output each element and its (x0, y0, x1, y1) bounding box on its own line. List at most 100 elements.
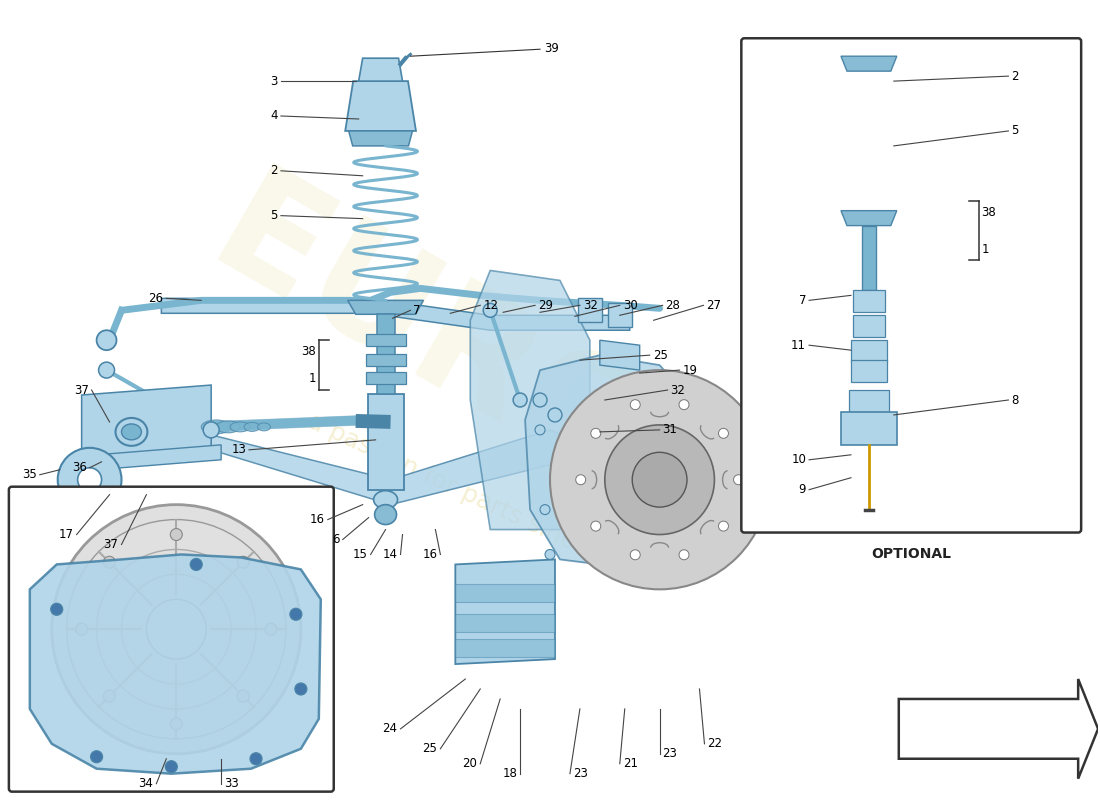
Text: 30: 30 (623, 299, 638, 312)
Text: 1: 1 (308, 372, 316, 385)
Polygon shape (365, 372, 406, 384)
Ellipse shape (257, 423, 271, 431)
Circle shape (548, 408, 562, 422)
Ellipse shape (121, 424, 142, 440)
Circle shape (591, 521, 601, 531)
Circle shape (265, 623, 277, 635)
Circle shape (51, 603, 63, 615)
FancyBboxPatch shape (9, 486, 333, 792)
Polygon shape (349, 131, 412, 146)
Polygon shape (852, 315, 884, 338)
Circle shape (513, 393, 527, 407)
Text: 32: 32 (583, 299, 597, 312)
Circle shape (57, 448, 121, 512)
FancyBboxPatch shape (741, 38, 1081, 533)
Circle shape (544, 550, 556, 559)
Polygon shape (348, 300, 424, 314)
Polygon shape (211, 430, 600, 505)
Text: 38: 38 (981, 206, 997, 218)
Text: 8: 8 (1011, 394, 1019, 406)
Polygon shape (367, 394, 404, 490)
Circle shape (483, 303, 497, 318)
Circle shape (103, 556, 116, 568)
Text: 26: 26 (148, 292, 163, 305)
Text: 3: 3 (271, 74, 278, 88)
Polygon shape (899, 679, 1098, 778)
Text: 7: 7 (799, 294, 806, 307)
Text: 23: 23 (573, 767, 587, 780)
Circle shape (295, 683, 307, 695)
Text: 23: 23 (662, 747, 678, 760)
Text: 17: 17 (58, 528, 74, 541)
Circle shape (630, 550, 640, 560)
Text: 16: 16 (310, 513, 324, 526)
Circle shape (170, 529, 183, 541)
Text: 15: 15 (353, 548, 367, 561)
Ellipse shape (374, 490, 397, 509)
Circle shape (97, 330, 117, 350)
Circle shape (238, 556, 250, 568)
Polygon shape (851, 340, 887, 362)
Text: 33: 33 (224, 777, 239, 790)
Circle shape (90, 750, 102, 762)
Circle shape (718, 521, 728, 531)
Text: a passion for parts since 1985: a passion for parts since 1985 (304, 409, 657, 590)
Polygon shape (455, 639, 556, 657)
Text: 11: 11 (791, 338, 806, 352)
Text: 31: 31 (662, 423, 678, 436)
Circle shape (165, 761, 177, 773)
Text: 37: 37 (74, 383, 89, 397)
Circle shape (734, 474, 744, 485)
Polygon shape (345, 81, 416, 131)
Circle shape (103, 690, 116, 702)
Text: 25: 25 (652, 349, 668, 362)
Polygon shape (365, 334, 406, 346)
Circle shape (550, 370, 769, 590)
Ellipse shape (217, 421, 240, 433)
Polygon shape (376, 314, 395, 394)
Text: 21: 21 (623, 758, 638, 770)
Text: 1: 1 (981, 242, 989, 255)
Polygon shape (162, 298, 629, 330)
Polygon shape (842, 412, 896, 445)
Ellipse shape (230, 422, 250, 432)
Circle shape (76, 623, 88, 635)
Ellipse shape (244, 422, 260, 431)
Polygon shape (365, 354, 406, 366)
Text: 10: 10 (791, 454, 806, 466)
Polygon shape (30, 554, 321, 774)
Polygon shape (455, 584, 556, 602)
Text: 25: 25 (422, 742, 438, 755)
Polygon shape (849, 390, 889, 412)
Text: 4: 4 (271, 110, 278, 122)
Ellipse shape (116, 418, 147, 446)
Text: 2: 2 (271, 164, 278, 178)
Polygon shape (851, 360, 887, 382)
Text: 5: 5 (1011, 125, 1019, 138)
Polygon shape (842, 210, 896, 226)
Polygon shape (471, 270, 590, 530)
Text: 22: 22 (707, 738, 723, 750)
Text: 2: 2 (1011, 70, 1019, 82)
Text: 19: 19 (682, 364, 697, 377)
Polygon shape (81, 385, 211, 460)
Text: 34: 34 (139, 777, 153, 790)
Text: 36: 36 (72, 462, 87, 474)
Circle shape (250, 753, 262, 765)
Polygon shape (842, 56, 896, 71)
Polygon shape (97, 445, 221, 470)
Text: 32: 32 (671, 383, 685, 397)
Polygon shape (852, 290, 884, 312)
Polygon shape (600, 340, 640, 370)
Text: 18: 18 (503, 767, 517, 780)
Circle shape (535, 425, 544, 435)
Polygon shape (578, 298, 602, 322)
Text: 38: 38 (301, 345, 316, 358)
Circle shape (52, 505, 301, 754)
Circle shape (630, 400, 640, 410)
Circle shape (204, 422, 219, 438)
Polygon shape (455, 614, 556, 632)
Ellipse shape (201, 420, 231, 434)
Text: 14: 14 (383, 548, 397, 561)
Text: 27: 27 (706, 299, 722, 312)
